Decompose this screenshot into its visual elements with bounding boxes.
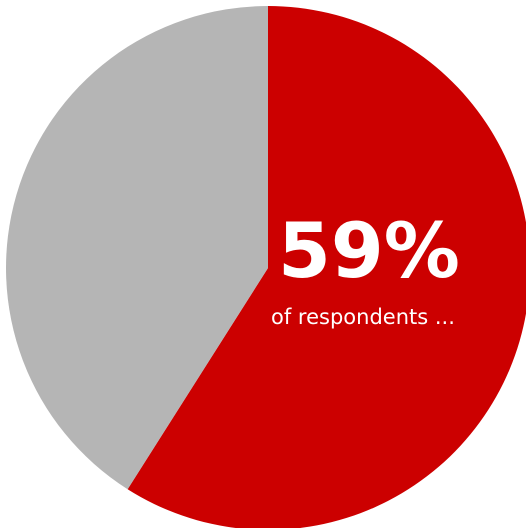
percentage-value: 59%	[278, 206, 460, 295]
pie-slice-2	[6, 6, 268, 490]
pie-slice-1	[127, 6, 526, 528]
percentage-caption: of respondents ...	[271, 305, 455, 329]
